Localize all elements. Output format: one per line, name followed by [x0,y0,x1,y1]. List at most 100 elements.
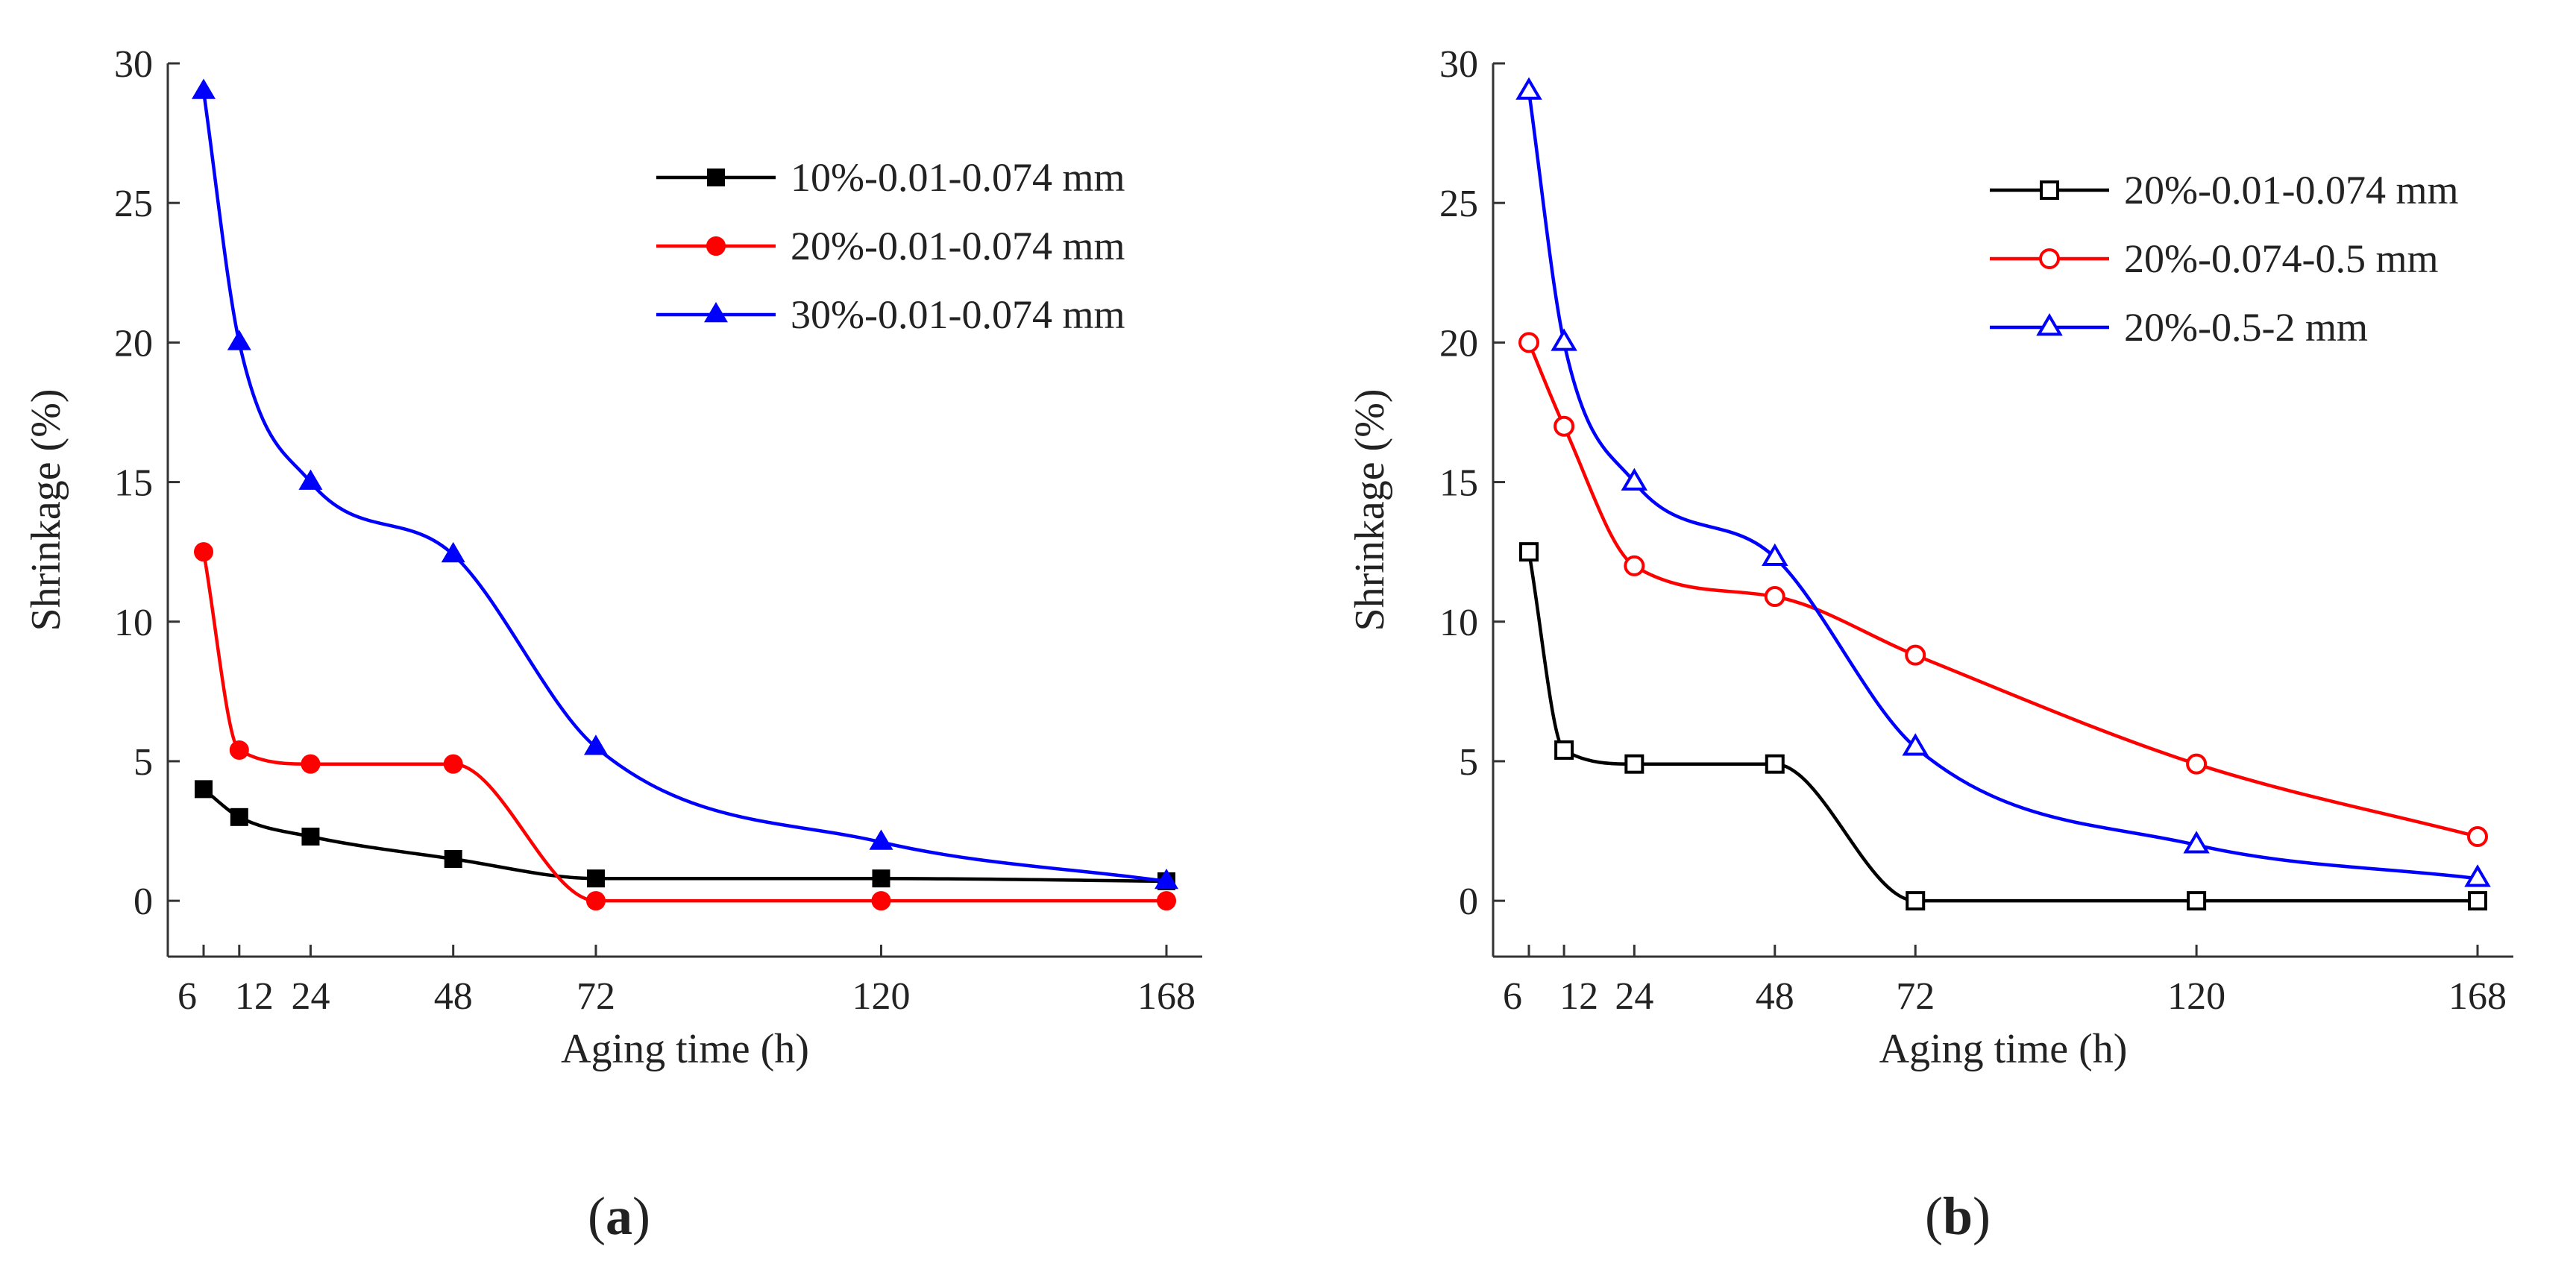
x-tick-label: 12 [1559,975,1598,1018]
data-point [301,828,320,846]
x-tick-label: 168 [1137,975,1196,1018]
y-tick-label: 5 [133,741,153,784]
series-line [202,787,1167,884]
x-tick-label: 24 [1615,975,1653,1018]
data-point [871,891,891,911]
x-tick-label: 6 [178,975,197,1018]
panel-label-a: (a) [588,1186,650,1246]
data-point [443,754,463,774]
legend-label: 10%-0.01-0.074 mm [791,155,1125,200]
legend-label: 20%-0.5-2 mm [2124,305,2368,350]
y-tick-label: 25 [1439,183,1478,225]
y-tick-label: 30 [114,43,153,86]
data-point [1624,555,1645,576]
data-point [301,754,321,774]
legend-label: 20%-0.074-0.5 mm [2124,236,2438,281]
data-point [1155,868,1178,890]
x-tick-label: 168 [2448,975,2507,1018]
legend: 20%-0.01-0.074 mm 20%-0.074-0.5 mm 20%-0.5… [1990,168,2458,350]
data-point [586,869,605,888]
y-tick-label: 0 [1459,881,1478,923]
data-point [192,78,216,99]
data-point [872,869,890,888]
series-10-0-01-0-074-mm [195,780,1175,890]
x-tick-label: 120 [2167,975,2225,1018]
y-tick-label: 10 [1439,602,1478,644]
data-point [583,734,608,755]
series-30-0-01-0-074-mm [192,78,1178,890]
chart-panel-a: 0 5 10 15 20 25 30 6 12 24 48 72 120 168 Aging time (h… [23,43,1202,1072]
data-point [444,849,462,868]
y-tick-label: 20 [1439,322,1478,365]
data-point [230,808,248,826]
data-point [2186,753,2208,775]
y-tick-label: 5 [1459,741,1478,784]
data-point [441,541,465,563]
x-axis-title: Aging time (h) [561,1026,809,1072]
data-point [1518,332,1539,353]
legend-label: 20%-0.01-0.074 mm [791,224,1125,268]
data-point [1157,891,1176,911]
y-tick-label: 10 [114,602,153,644]
data-point [2187,891,2207,911]
legend-marker [704,302,728,323]
data-point [2183,831,2210,854]
x-tick-label: 72 [1896,975,1935,1018]
legend-marker [707,169,725,186]
legend-marker [2039,248,2060,269]
series-line [1527,551,2478,903]
x-tick-label: 6 [1503,975,1522,1018]
series-20-0-01-0-074-mm [1519,542,2487,911]
y-axis-title: Shrinkage (%) [1347,388,1393,631]
x-axis-title: Aging time (h) [1879,1026,2128,1072]
data-point [1554,740,1574,760]
series-20-0-01-0-074-mm [194,542,1176,911]
y-tick-label: 20 [114,322,153,365]
data-point [298,469,323,490]
x-tick-label: 48 [1756,975,1794,1018]
data-point [1762,543,1788,566]
data-point [194,542,213,562]
data-point [1519,542,1539,562]
series-20-0-074-0-5-mm [1518,332,2488,848]
data-point [1621,468,1648,491]
data-point [227,330,251,350]
x-tick-label: 48 [434,975,473,1018]
panel-label-b: (b) [1925,1186,1991,1246]
data-point [195,780,213,799]
x-tick-label: 120 [852,975,910,1018]
y-tick-label: 30 [1439,43,1478,86]
legend-label: 30%-0.01-0.074 mm [791,292,1125,337]
y-tick-label: 15 [114,462,153,505]
y-axis-title: Shrinkage (%) [23,388,69,631]
data-point [1906,891,1926,911]
data-point [1551,328,1577,351]
legend-marker [2040,180,2059,200]
chart-panel-b: 0 5 10 15 20 25 30 6 12 24 48 72 120 168 Aging time (h… [1347,43,2513,1072]
series-line [201,551,1166,903]
y-tick-label: 25 [114,183,153,225]
data-point [869,829,893,850]
data-point [2464,864,2491,887]
legend: 10%-0.01-0.074 mm 20%-0.01-0.074 mm 30%-0.… [656,155,1125,337]
x-tick-label: 72 [577,975,615,1018]
data-point [1765,754,1785,774]
data-point [1902,733,1929,756]
y-tick-label: 0 [133,881,153,923]
data-point [2468,891,2487,911]
y-tick-label: 15 [1439,462,1478,505]
series-line [1527,341,2478,839]
legend-label: 20%-0.01-0.074 mm [2124,168,2458,212]
data-point [1905,644,1926,666]
data-point [229,740,249,760]
data-point [1764,586,1785,608]
series-20-0-5-2-mm [1515,77,2491,887]
data-point [1515,77,1542,100]
data-point [1624,754,1644,774]
data-point [585,891,606,911]
x-tick-label: 12 [235,975,274,1018]
data-point [2467,826,2488,848]
legend-marker [2036,313,2063,336]
legend-marker [706,236,726,256]
